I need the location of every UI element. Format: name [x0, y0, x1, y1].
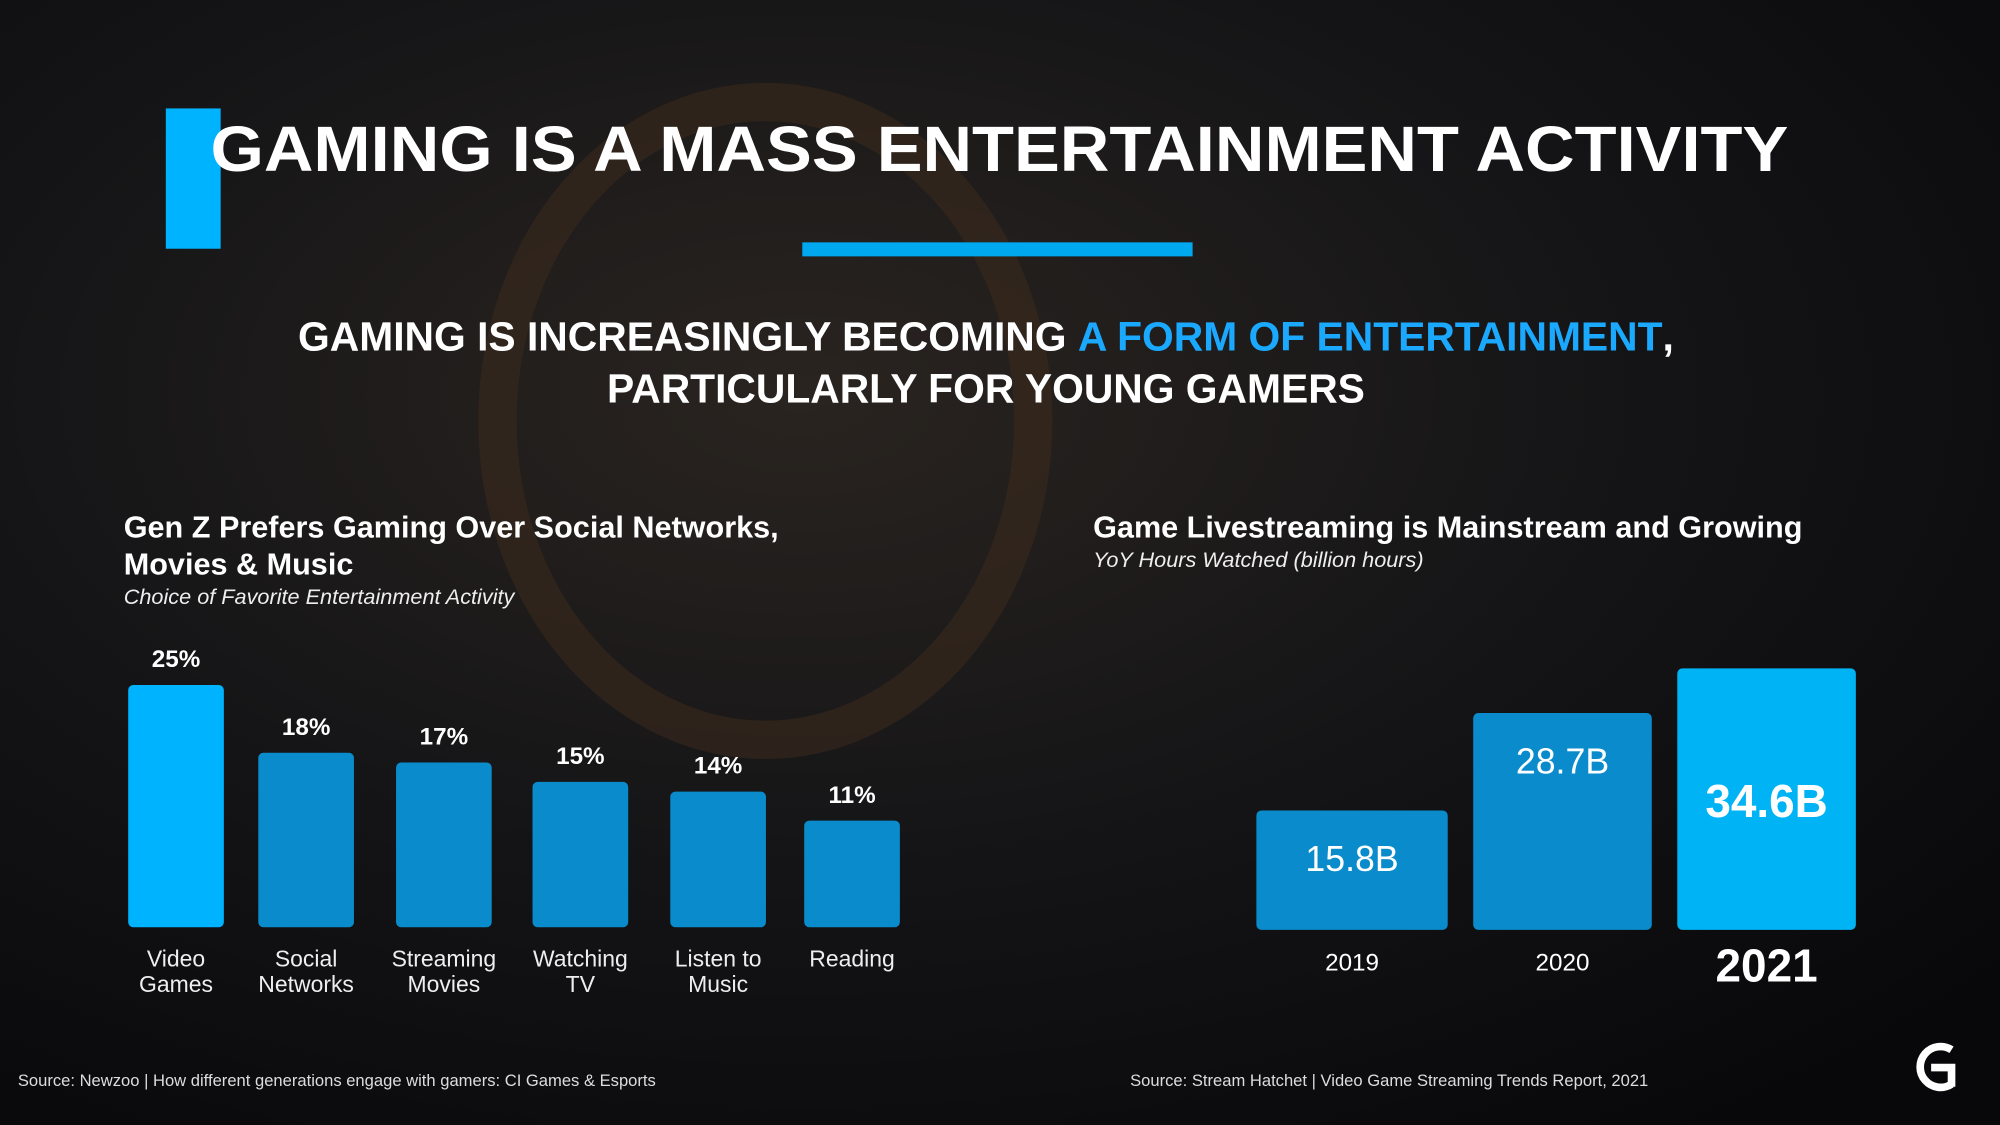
background-headset — [478, 82, 1053, 759]
bar — [396, 762, 492, 928]
headline-text: , — [1663, 313, 1674, 359]
chart-title: Gen Z Prefers Gaming Over Social Network… — [124, 510, 779, 544]
chart-title: Movies & Music — [124, 547, 354, 581]
chart-subtitle: YoY Hours Watched (billion hours) — [1093, 547, 1423, 572]
chart-title: Game Livestreaming is Mainstream and Gro… — [1093, 510, 1802, 544]
value-label: 34.6B — [1705, 775, 1828, 827]
value-label: 11% — [828, 782, 875, 809]
value-label: 25% — [152, 646, 200, 673]
category-label: Reading — [809, 946, 894, 972]
category-label: Video Games — [139, 946, 213, 998]
category-label: 2021 — [1716, 940, 1818, 992]
category-label: Watching TV — [533, 946, 628, 998]
category-label: 2020 — [1536, 950, 1590, 977]
bar — [1473, 712, 1652, 930]
category-label: Social Networks — [258, 946, 354, 998]
chart-subtitle: Choice of Favorite Entertainment Activit… — [124, 584, 516, 609]
bar — [128, 684, 224, 928]
bar — [258, 752, 354, 928]
logo — [1916, 1042, 1956, 1092]
category-label: Streaming Movies — [392, 946, 497, 998]
headline: GAMING IS INCREASINGLY BECOMING A FORM O… — [298, 313, 1674, 359]
value-label: 18% — [282, 714, 330, 741]
bar — [532, 781, 629, 928]
bar — [670, 791, 766, 928]
bar — [1677, 668, 1856, 930]
value-label: 15% — [556, 743, 604, 770]
category-label: Listen to Music — [675, 946, 762, 998]
value-label: 17% — [420, 724, 468, 751]
bar — [1256, 810, 1448, 930]
category-label: 2019 — [1325, 950, 1379, 977]
headline-highlight: A FORM OF ENTERTAINMENT — [1078, 313, 1663, 359]
slide-title: GAMING IS A MASS ENTERTAINMENT ACTIVITY — [210, 113, 1788, 185]
source: Source: Newzoo | How different generatio… — [18, 1071, 656, 1090]
source: Source: Stream Hatchet | Video Game Stre… — [1130, 1071, 1648, 1090]
bar — [804, 820, 900, 928]
value-label: 14% — [694, 753, 742, 780]
title-underline — [802, 242, 1193, 257]
number-bar — [165, 108, 221, 249]
headline: PARTICULARLY FOR YOUNG GAMERS — [607, 365, 1365, 411]
value-label: 15.8B — [1305, 839, 1398, 879]
charts: 25% Video Games 18% Social Networks 17% Streami… — [128, 646, 1856, 997]
value-label: 28.7B — [1516, 741, 1609, 781]
headline-text: GAMING IS INCREASINGLY BECOMING — [298, 313, 1066, 359]
